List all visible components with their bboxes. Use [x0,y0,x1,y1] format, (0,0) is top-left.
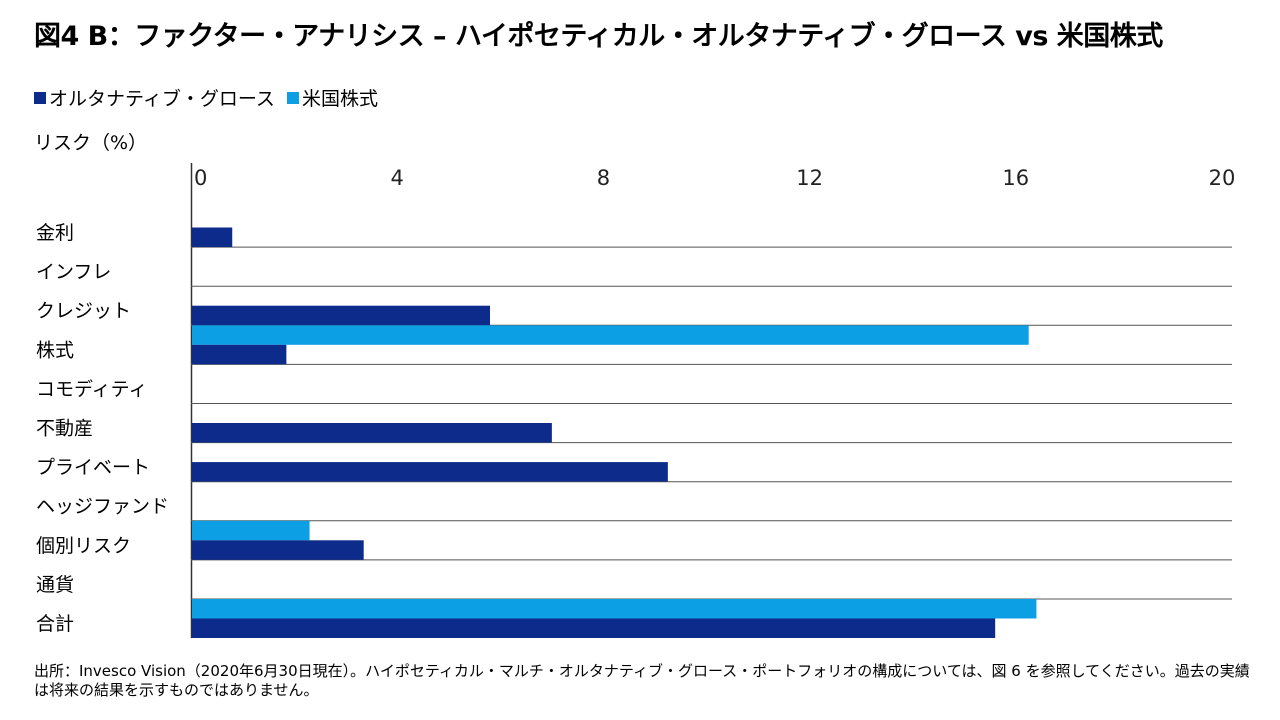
bar-us-equity [192,599,1037,619]
category-label: プライベート [36,457,150,479]
category-label: ヘッジファンド [36,496,169,518]
legend-label-us-equity: 米国株式 [301,88,378,110]
category-label: 不動産 [36,418,93,440]
category-label: 通貨 [36,574,74,596]
x-tick-label: 20 [1209,166,1236,190]
legend-label-alt-growth: オルタナティブ・グロース [49,88,275,110]
x-tick-label: 12 [796,166,823,190]
category-label: クレジット [36,300,131,322]
source-note: 出所：Invesco Vision（2020年6月30日現在）。ハイポセティカル… [34,662,1250,699]
bar-alt-growth [192,423,552,443]
category-label: 金利 [36,222,74,244]
category-label: 個別リスク [36,535,131,557]
chart-legend: オルタナティブ・グロース 米国株式 [34,84,384,111]
category-label: 合計 [36,613,74,635]
bar-alt-growth [192,618,996,638]
bar-alt-growth [192,227,233,247]
x-tick-label: 16 [1002,166,1029,190]
bar-alt-growth [192,462,668,482]
bar-alt-growth [192,344,287,365]
legend-item-us-equity: 米国株式 [286,84,378,111]
legend-swatch-us-equity [286,91,299,104]
chart-title: 図4 B：ファクター・アナリシス – ハイポセティカル・オルタナティブ・グロース… [34,21,1163,52]
bar-alt-growth [192,540,364,560]
bar-alt-growth [192,305,490,326]
category-label: コモディティ [36,378,148,400]
legend-swatch-alt-growth [34,91,46,104]
legend-item-alt-growth: オルタナティブ・グロース [34,84,275,111]
bar-us-equity [192,520,310,541]
bar-chart: 0 4 8 12 16 20 金利インフレクレジット株式コモディティ不動産プライベートヘッジ… [36,163,1236,639]
category-label: インフレ [36,261,111,283]
x-tick-label: 8 [597,166,610,190]
x-axis-unit-label: リスク（%） [34,132,148,154]
x-tick-label: 4 [391,166,404,190]
bar-us-equity [192,325,1029,345]
category-label: 株式 [36,339,74,361]
x-tick-label: 0 [194,166,207,190]
